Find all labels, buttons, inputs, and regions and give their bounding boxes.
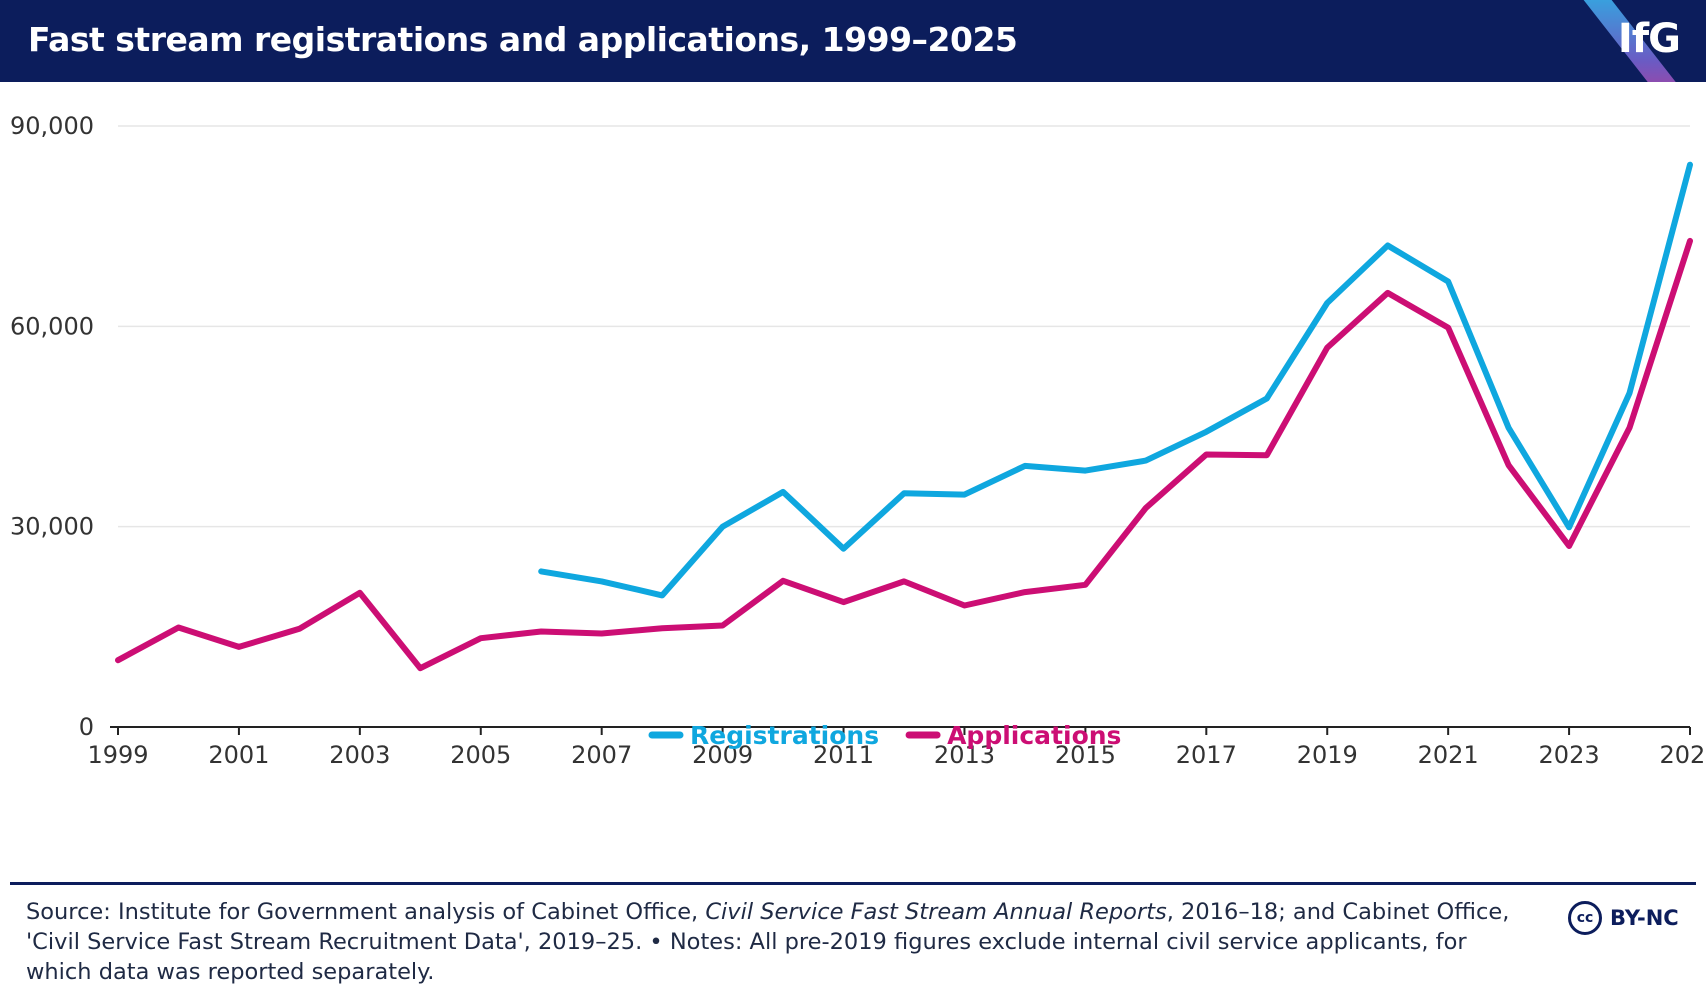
source-prefix: Source: Institute for Government analysi… bbox=[26, 899, 706, 925]
x-tick-label: 2005 bbox=[450, 741, 511, 769]
footer-divider bbox=[10, 882, 1696, 885]
y-tick-label: 90,000 bbox=[10, 112, 94, 140]
x-tick-label: 2025 bbox=[1659, 741, 1706, 769]
ifg-logo: IfG bbox=[1617, 16, 1681, 62]
x-tick-label: 2021 bbox=[1418, 741, 1479, 769]
source-report-title: Civil Service Fast Stream Annual Reports bbox=[705, 899, 1167, 925]
series-line-registrations bbox=[538, 161, 1693, 599]
x-tick-label: 2015 bbox=[1055, 741, 1116, 769]
x-tick-label: 2003 bbox=[329, 741, 390, 769]
creative-commons-icon: cc bbox=[1568, 901, 1602, 935]
license-text: BY-NC bbox=[1610, 906, 1679, 930]
series-layer bbox=[115, 161, 1693, 672]
grid-layer bbox=[118, 125, 1690, 528]
y-tick-label: 0 bbox=[79, 713, 94, 741]
legend: Registrations Applications bbox=[648, 721, 1121, 750]
x-tick-label: 2019 bbox=[1297, 741, 1358, 769]
x-tick-label: 2013 bbox=[934, 741, 995, 769]
series-line-applications bbox=[115, 237, 1693, 672]
chart-header: Fast stream registrations and applicatio… bbox=[0, 0, 1706, 82]
x-tick-label: 2007 bbox=[571, 741, 632, 769]
legend-label-applications: Applications bbox=[947, 721, 1121, 750]
x-tick-label: 1999 bbox=[87, 741, 148, 769]
x-tick-label: 2011 bbox=[813, 741, 874, 769]
x-tick-label: 2009 bbox=[692, 741, 753, 769]
x-tick-label: 2001 bbox=[208, 741, 269, 769]
x-tick-label: 2023 bbox=[1539, 741, 1600, 769]
line-chart: 0 30,000 60,000 90,000 1999 2001 2003 2005 2007 2… bbox=[10, 112, 1706, 769]
legend-label-registrations: Registrations bbox=[690, 721, 879, 750]
y-tick-label: 60,000 bbox=[10, 312, 94, 340]
license-badge: cc BY-NC bbox=[1568, 898, 1679, 938]
y-tick-label: 30,000 bbox=[10, 513, 94, 541]
chart-title: Fast stream registrations and applicatio… bbox=[28, 20, 1018, 59]
x-tick-label: 2017 bbox=[1176, 741, 1237, 769]
source-note: Source: Institute for Government analysi… bbox=[26, 897, 1526, 987]
axis-layer: 0 30,000 60,000 90,000 1999 2001 2003 2005 2007 2… bbox=[10, 112, 1706, 769]
source-suffix: , 2016–18; and Cabinet Office, 'Civil Se… bbox=[26, 899, 1510, 985]
